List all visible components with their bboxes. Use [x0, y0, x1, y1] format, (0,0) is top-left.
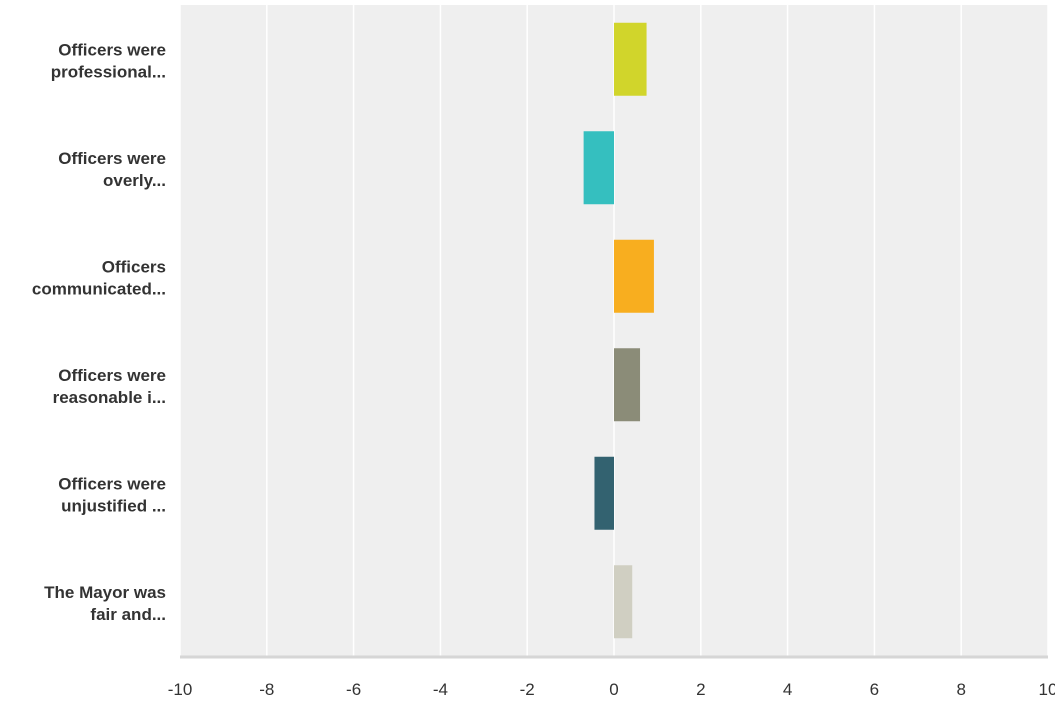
x-tick-labels: -10 -8 -6 -4 -2 0 2 4 6 8 10: [168, 680, 1055, 699]
bars: [583, 22, 654, 639]
category-label-line: professional...: [51, 62, 166, 81]
bar: [583, 131, 614, 205]
category-label: Officers were professional...: [51, 40, 166, 81]
category-label: Officers communicated...: [32, 257, 166, 298]
category-label-line: overly...: [103, 171, 166, 190]
x-tick-label: -10: [168, 680, 193, 699]
category-labels: Officers were professional...Officers wer…: [32, 40, 166, 624]
category-label: Officers were overly...: [58, 149, 166, 190]
x-tick-label: 2: [696, 680, 705, 699]
category-label-line: reasonable i...: [53, 388, 166, 407]
x-tick-label: 6: [870, 680, 879, 699]
x-tick-label: -2: [520, 680, 535, 699]
category-label-line: Officers were: [58, 366, 166, 385]
category-label-line: communicated...: [32, 279, 166, 298]
bar: [614, 348, 641, 422]
category-label-line: Officers were: [58, 474, 166, 493]
gridlines: [179, 5, 1049, 656]
x-tick-label: -8: [259, 680, 274, 699]
category-label-line: fair and...: [90, 605, 166, 624]
category-label-line: The Mayor was: [44, 583, 166, 602]
x-tick-label: 4: [783, 680, 792, 699]
bar: [614, 239, 654, 313]
x-tick-label: 8: [956, 680, 965, 699]
x-tick-label: 10: [1039, 680, 1055, 699]
category-label-line: Officers were: [58, 149, 166, 168]
x-tick-label: -4: [433, 680, 448, 699]
category-label-line: unjustified ...: [61, 496, 166, 515]
x-tick-label: -6: [346, 680, 361, 699]
category-label: The Mayor was fair and...: [44, 583, 166, 624]
bar: [614, 22, 647, 96]
category-label: Officers were unjustified ...: [58, 474, 166, 515]
x-tick-label: 0: [609, 680, 618, 699]
category-label: Officers were reasonable i...: [53, 366, 166, 407]
bar: [614, 565, 633, 639]
bar: [594, 456, 614, 530]
category-label-line: Officers: [102, 257, 166, 276]
category-label-line: Officers were: [58, 40, 166, 59]
